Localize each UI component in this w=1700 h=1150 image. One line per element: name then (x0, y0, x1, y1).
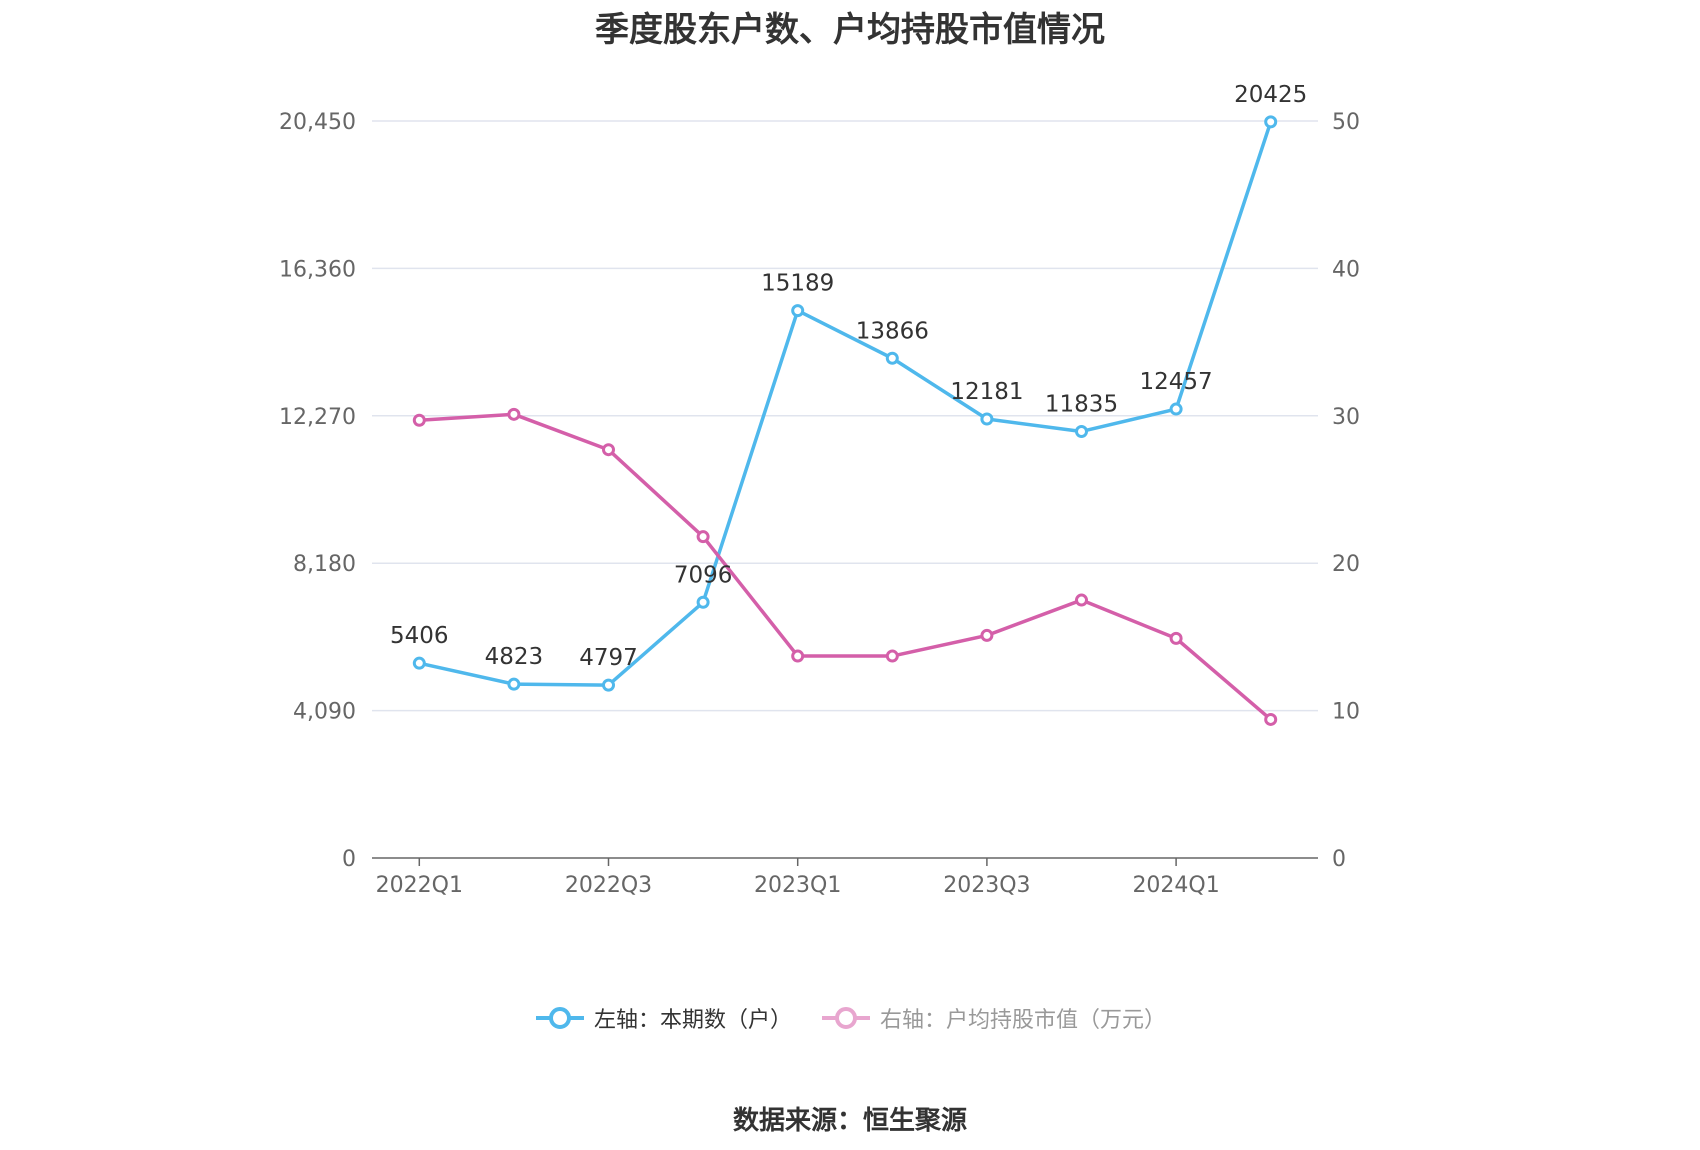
data-point-market-value (885, 649, 899, 663)
x-tick-label: 2024Q1 (1132, 873, 1219, 898)
y-left-tick-label: 12,270 (279, 405, 356, 430)
legend-label-shareholders: 左轴：本期数（户） (593, 1008, 792, 1033)
y-right-tick-label: 40 (1332, 257, 1360, 282)
y-left-tick-label: 16,360 (279, 257, 356, 282)
series-line-shareholders (418, 121, 1273, 687)
data-labels: 5406 4823 4797 7096 15189 13866 12181 11835 1245… (390, 82, 1307, 671)
data-point-shareholders (507, 677, 521, 691)
data-point-shareholders (696, 595, 710, 609)
data-label-shareholders: 12457 (1140, 369, 1213, 395)
data-label-shareholders: 4823 (485, 644, 544, 670)
data-point-shareholders (885, 351, 899, 365)
data-label-shareholders: 20425 (1234, 82, 1307, 108)
series-layer (412, 115, 1278, 726)
data-label-shareholders: 7096 (674, 562, 733, 588)
data-point-market-value (602, 443, 615, 457)
data-point-market-value (1264, 712, 1278, 726)
y-left-tick-label: 0 (342, 847, 356, 872)
y-left-tick-label: 20,450 (279, 110, 356, 135)
data-point-shareholders (412, 656, 426, 670)
x-tick-label: 2022Q1 (376, 873, 463, 898)
data-point-shareholders (791, 304, 805, 318)
data-point-market-value (1169, 631, 1183, 645)
data-point-market-value (1075, 593, 1088, 607)
data-label-shareholders: 15189 (761, 271, 834, 297)
y-right-tick-label: 30 (1332, 405, 1360, 430)
y-right-tick-label: 20 (1332, 552, 1360, 577)
y-right-tick-label: 0 (1332, 847, 1346, 872)
data-point-shareholders (1075, 424, 1088, 438)
grid-lines (372, 120, 1318, 712)
data-point-shareholders (980, 412, 994, 426)
data-point-market-value (696, 530, 710, 544)
data-label-shareholders: 11835 (1045, 391, 1118, 417)
data-label-shareholders: 5406 (390, 623, 449, 649)
data-point-market-value (791, 649, 805, 663)
source-note: 数据来源：恒生聚源 (732, 1106, 967, 1136)
chart-title: 季度股东户数、户均持股市值情况 (595, 10, 1105, 50)
x-tick-label: 2023Q1 (754, 873, 841, 898)
legend-circle-icon-blue (535, 1007, 584, 1029)
legend-item-market-value[interactable]: 右轴：户均持股市值（万元） (820, 1002, 1166, 1034)
data-point-shareholders (602, 678, 615, 692)
y-right-tick-label: 50 (1332, 110, 1360, 135)
y-left-tick-label: 8,180 (293, 552, 356, 577)
data-point-market-value (980, 628, 994, 642)
data-label-shareholders: 4797 (579, 645, 638, 671)
data-point-shareholders (1169, 402, 1183, 416)
legend-label-market-value: 右轴：户均持股市值（万元） (880, 1008, 1167, 1033)
data-label-shareholders: 12181 (950, 379, 1023, 405)
y-right-tick-label: 10 (1332, 700, 1360, 725)
data-label-shareholders: 13866 (856, 318, 929, 344)
legend-circle-icon-pink (822, 1007, 870, 1029)
series-line-market-value (419, 412, 1272, 721)
legend: 左轴：本期数（户） 右轴：户均持股市值（万元） (0, 1002, 1700, 1034)
data-point-market-value (412, 413, 426, 427)
x-tick-label: 2023Q3 (943, 873, 1030, 898)
axes: 0 0 4,090 10 8,180 20 12,270 30 16,360 40 20,450 50… (279, 110, 1360, 898)
legend-item-shareholders[interactable]: 左轴：本期数（户） (534, 1002, 792, 1034)
y-left-tick-label: 4,090 (293, 700, 356, 725)
data-point-market-value (507, 407, 521, 421)
x-tick-label: 2022Q3 (565, 873, 652, 898)
data-point-shareholders (1264, 115, 1278, 129)
